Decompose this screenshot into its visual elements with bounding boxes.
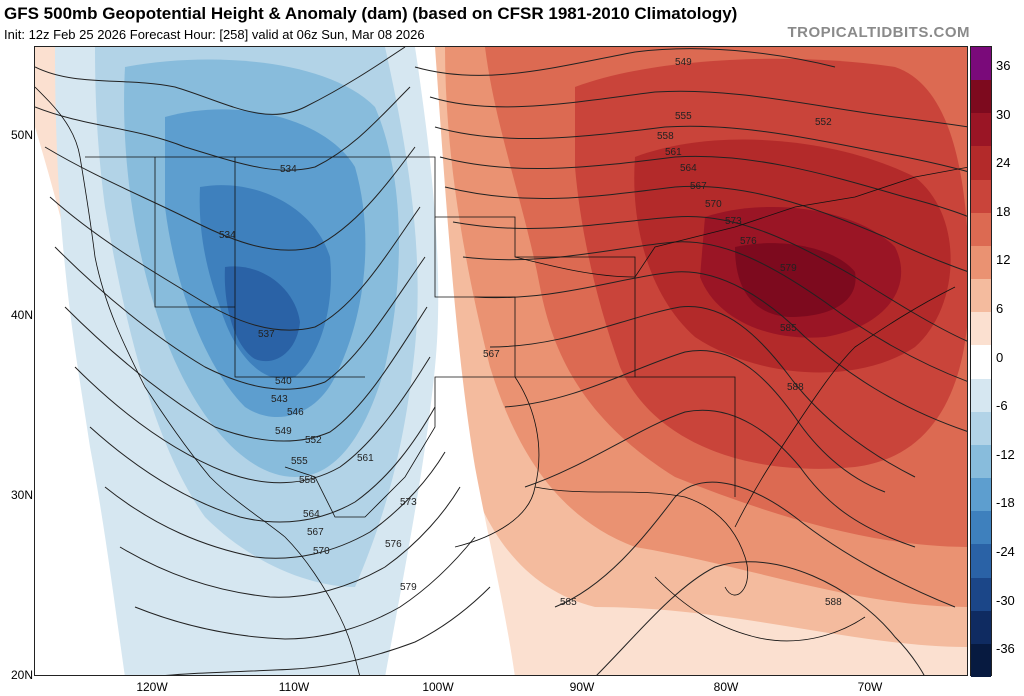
contour-label: 567 xyxy=(483,349,500,360)
contour-label: 585 xyxy=(780,323,797,334)
colorbar-tick-label: 24 xyxy=(996,155,1011,171)
colorbar-tick-label: -30 xyxy=(996,592,1015,608)
contour-label: 573 xyxy=(400,497,417,508)
colorbar-segment xyxy=(971,610,991,645)
contour-label: 588 xyxy=(787,382,804,393)
contour-label: 552 xyxy=(815,117,832,128)
colorbar-tick-label: -12 xyxy=(996,446,1015,462)
colorbar-segment xyxy=(971,378,991,413)
colorbar-tick-label: 30 xyxy=(996,106,1011,122)
contour-label: 549 xyxy=(675,57,692,68)
lat-label-20n: 20N xyxy=(10,668,33,682)
contour-label: 576 xyxy=(385,539,402,550)
cold-anomaly-36 xyxy=(224,266,300,362)
contour-label: 540 xyxy=(275,376,292,387)
contour-label: 579 xyxy=(400,582,417,593)
lon-label-110w: 110W xyxy=(278,680,310,694)
lon-label-120w: 120W xyxy=(136,680,168,694)
colorbar-segment xyxy=(971,146,991,181)
lon-label-90w: 90W xyxy=(569,680,595,694)
lon-label-80w: 80W xyxy=(713,680,739,694)
contour-label: 588 xyxy=(825,597,842,608)
colorbar-tick-label: 12 xyxy=(996,252,1011,268)
contour-label: 570 xyxy=(313,546,330,557)
contour-label: 546 xyxy=(287,407,304,418)
colorbar-segment xyxy=(971,80,991,114)
lon-label-70w: 70W xyxy=(857,680,883,694)
contour-label: 564 xyxy=(680,163,697,174)
contour-label: 561 xyxy=(665,147,682,158)
contour-labels: 549 552 555 558 561 564 567 570 573 576 … xyxy=(219,57,842,608)
contour-label: 552 xyxy=(305,435,322,446)
lat-label-30n: 30N xyxy=(10,488,33,502)
contour-label: 561 xyxy=(357,453,374,464)
colorbar-tick-label: 0 xyxy=(996,349,1004,365)
colorbar-tick-label: -36 xyxy=(996,641,1015,657)
colorbar-segment xyxy=(971,245,991,280)
colorbar-segment xyxy=(971,179,991,214)
map-panel: 549 552 555 558 561 564 567 570 573 576 … xyxy=(34,46,968,676)
colorbar-segment xyxy=(971,113,991,147)
colorbar-segment xyxy=(971,577,991,612)
contour-label: 585 xyxy=(560,597,577,608)
contour-label: 537 xyxy=(258,329,275,340)
contour-label: 543 xyxy=(271,394,288,405)
colorbar-segment xyxy=(971,544,991,579)
colorbar-segment xyxy=(971,345,991,380)
contour-label: 558 xyxy=(299,475,316,486)
contour-label: 570 xyxy=(705,199,722,210)
contour-label: 576 xyxy=(740,236,757,247)
lon-label-100w: 100W xyxy=(422,680,454,694)
colorbar-tick-label: 36 xyxy=(996,58,1011,73)
colorbar-segment xyxy=(971,478,991,512)
contour-label: 564 xyxy=(303,509,320,520)
warm-anomaly-max xyxy=(735,243,856,317)
colorbar-segment xyxy=(971,47,991,81)
colorbar-segment xyxy=(971,511,991,545)
contour-label: 579 xyxy=(780,263,797,274)
contour-label: 534 xyxy=(219,230,236,241)
colorbar-tick-label: 6 xyxy=(996,301,1004,316)
colorbar-segment xyxy=(971,279,991,313)
contour-label: 567 xyxy=(690,181,707,192)
contour-label: 558 xyxy=(657,131,674,142)
colorbar-tick-label: -18 xyxy=(996,495,1015,511)
colorbar-segment xyxy=(971,643,991,678)
height-contours xyxy=(35,47,967,675)
contour-label: 555 xyxy=(291,456,308,467)
brand-watermark: TROPICALTIDBITS.COM xyxy=(787,24,970,41)
contour-label: 567 xyxy=(307,527,324,538)
lat-label-50n: 50N xyxy=(10,128,33,142)
colorbar-tick-label: -24 xyxy=(996,544,1015,559)
colorbar-tick-label: 18 xyxy=(996,203,1011,219)
colorbar-segment xyxy=(971,312,991,346)
lat-label-40n: 40N xyxy=(10,308,33,322)
colorbar-segment xyxy=(971,411,991,446)
anomaly-colorbar xyxy=(970,46,992,678)
map-subtitle: Init: 12z Feb 25 2026 Forecast Hour: [25… xyxy=(4,27,425,42)
contour-label: 555 xyxy=(675,111,692,122)
contour-label: 534 xyxy=(280,164,297,175)
height-anomaly-map: 549 552 555 558 561 564 567 570 573 576 … xyxy=(35,47,967,675)
map-title: GFS 500mb Geopotential Height & Anomaly … xyxy=(4,4,738,23)
coastlines xyxy=(35,86,967,675)
contour-label: 573 xyxy=(725,216,742,227)
contour-label: 549 xyxy=(275,426,292,437)
colorbar-segment xyxy=(971,444,991,479)
colorbar-segment xyxy=(971,212,991,247)
colorbar-tick-label: -6 xyxy=(996,398,1008,414)
